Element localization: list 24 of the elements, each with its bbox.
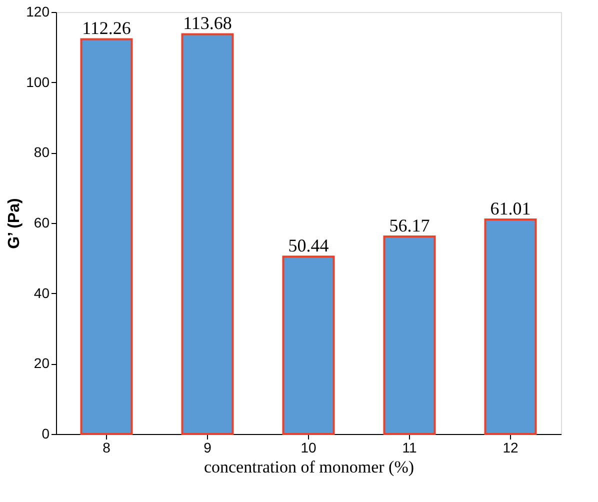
bar	[181, 33, 234, 435]
data-label: 112.26	[82, 18, 131, 38]
data-label: 61.01	[490, 198, 531, 218]
x-tick-label: 11	[402, 440, 417, 456]
bar	[484, 218, 537, 435]
y-tick-label: 0	[42, 426, 50, 442]
data-label: 50.44	[288, 236, 329, 256]
y-tick-label: 20	[34, 355, 50, 372]
x-axis-title: concentration of monomer (%)	[204, 458, 414, 476]
x-tick-label: 12	[502, 440, 518, 456]
y-tick-label: 80	[34, 144, 50, 160]
y-tick-label: 60	[34, 214, 50, 230]
bar	[80, 38, 133, 435]
bar	[282, 256, 335, 435]
data-label: 56.17	[389, 215, 430, 236]
bar	[383, 235, 436, 435]
x-tick-label: 10	[300, 440, 316, 456]
x-tick-label: 8	[102, 440, 111, 456]
y-axis-title: G’ (Pa)	[6, 198, 24, 249]
y-tick-label: 100	[26, 74, 50, 90]
data-label: 113.68	[183, 13, 232, 34]
y-tick-label: 40	[34, 284, 50, 301]
y-tick-label: 120	[26, 4, 50, 20]
x-tick-label: 9	[204, 440, 212, 456]
